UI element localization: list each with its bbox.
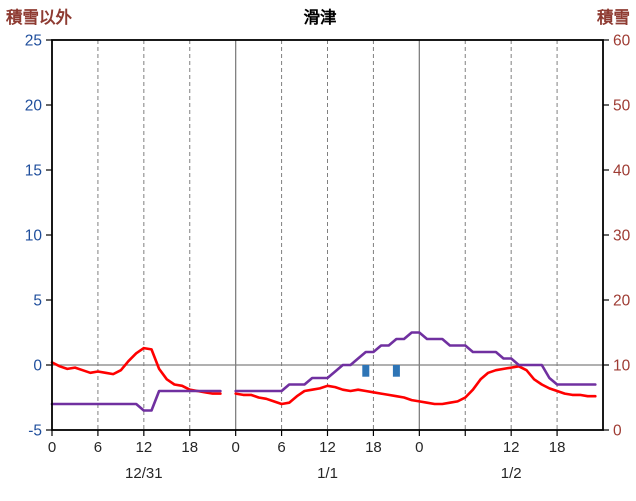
x-axis-hour-label: 12: [135, 439, 152, 456]
red-line-path: [50, 346, 597, 406]
left-axis-tick-label: 5: [33, 293, 42, 310]
x-axis-date-label: 1/1: [317, 465, 338, 482]
right-axis-tick-label: 0: [613, 423, 622, 440]
right-axis-title: 積雪: [596, 7, 630, 27]
x-axis-hour-label: 0: [231, 439, 239, 456]
x-axis-hour-label: 12: [503, 439, 520, 456]
left-axis-tick-label: 25: [25, 33, 42, 50]
right-axis-tick-label: 30: [613, 228, 631, 245]
x-axis-hour-label: 6: [94, 439, 102, 456]
x-axis-hour-label: 18: [549, 439, 566, 456]
left-axis-tick-label: -5: [28, 423, 42, 440]
purple-line-path: [50, 331, 597, 412]
x-axis-hour-label: 0: [48, 439, 56, 456]
chart-title: 滑津: [304, 7, 338, 27]
x-axis-hour-label: 6: [277, 439, 285, 456]
right-axis-tick-label: 60: [613, 33, 631, 50]
left-axis-tick-label: 0: [33, 358, 42, 375]
right-axis-tick-label: 40: [613, 163, 631, 180]
x-axis-hour-label: 12: [319, 439, 336, 456]
right-axis-tick-label: 50: [613, 98, 631, 115]
left-axis-tick-label: 15: [25, 163, 42, 180]
x-axis-hour-label: 18: [181, 439, 198, 456]
left-axis-tick-label: 20: [25, 98, 43, 115]
left-axis-tick-label: 10: [25, 228, 43, 245]
precip-bar: [362, 365, 370, 377]
right-axis-tick-label: 10: [613, 358, 631, 375]
precip-bar: [392, 365, 400, 377]
x-axis-hour-label: 18: [365, 439, 382, 456]
x-axis-hour-label: 0: [415, 439, 423, 456]
left-axis-title: 積雪以外: [5, 7, 73, 27]
x-axis-date-label: 1/2: [501, 465, 522, 482]
right-axis-tick-label: 20: [613, 293, 631, 310]
x-axis-date-label: 12/31: [125, 465, 163, 482]
